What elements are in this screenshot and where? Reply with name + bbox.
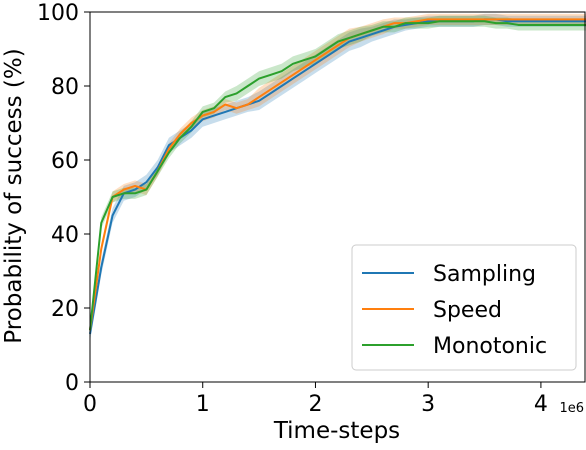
axes	[84, 11, 586, 388]
y-tick-label: 40	[51, 223, 79, 248]
monotonic-line	[89, 20, 586, 331]
y-tick-label: 60	[51, 149, 79, 174]
y-tick-label: 20	[51, 297, 79, 322]
legend-box	[351, 244, 577, 371]
x-tick-label: 1	[196, 392, 210, 417]
y-axis-label: Probability of success (%)	[1, 48, 27, 343]
x-tick-label: 3	[421, 392, 435, 417]
series-lines	[89, 18, 586, 335]
speed-line	[89, 18, 586, 331]
x-axis-label: Time-steps	[273, 418, 400, 444]
x-tick-label: 0	[83, 392, 97, 417]
x-tick-label: 2	[308, 392, 322, 417]
y-tick-label: 0	[65, 371, 79, 396]
legend-label-monotonic: Monotonic	[433, 334, 547, 359]
y-tick-label: 100	[37, 1, 79, 26]
x-tick-label: 4	[534, 392, 548, 417]
legend-label-speed: Speed	[433, 298, 502, 323]
x-axis-multiplier: 1e6	[559, 401, 584, 416]
plot-frame	[89, 11, 586, 383]
legend-label-sampling: Sampling	[433, 262, 536, 287]
y-tick-label: 80	[51, 75, 79, 100]
legend: Sampling Speed Monotonic	[351, 244, 577, 371]
